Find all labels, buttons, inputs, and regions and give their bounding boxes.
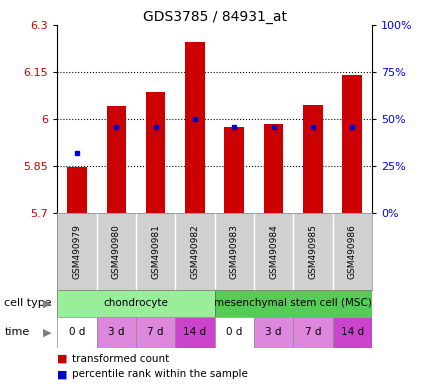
Bar: [67, 167, 87, 213]
Text: GSM490984: GSM490984: [269, 224, 278, 279]
Bar: [136, 317, 175, 348]
Bar: [107, 106, 126, 213]
Text: ▶: ▶: [42, 298, 51, 308]
Text: 14 d: 14 d: [184, 327, 207, 337]
Bar: [293, 317, 332, 348]
Bar: [332, 317, 372, 348]
Text: GSM490981: GSM490981: [151, 224, 160, 279]
Text: ■: ■: [57, 354, 68, 364]
Bar: [57, 290, 215, 317]
Text: 7 d: 7 d: [305, 327, 321, 337]
Text: GSM490986: GSM490986: [348, 224, 357, 279]
Text: cell type: cell type: [4, 298, 52, 308]
Text: 0 d: 0 d: [226, 327, 243, 337]
Text: 14 d: 14 d: [341, 327, 364, 337]
Text: mesenchymal stem cell (MSC): mesenchymal stem cell (MSC): [214, 298, 372, 308]
Text: 3 d: 3 d: [265, 327, 282, 337]
Bar: [343, 75, 362, 213]
Bar: [215, 317, 254, 348]
Text: 7 d: 7 d: [147, 327, 164, 337]
Text: percentile rank within the sample: percentile rank within the sample: [72, 369, 248, 379]
Text: GSM490982: GSM490982: [190, 224, 199, 279]
Text: transformed count: transformed count: [72, 354, 170, 364]
Text: GSM490979: GSM490979: [73, 224, 82, 279]
Bar: [264, 124, 283, 213]
Text: GSM490980: GSM490980: [112, 224, 121, 279]
Text: GSM490985: GSM490985: [309, 224, 317, 279]
Text: chondrocyte: chondrocyte: [104, 298, 168, 308]
Bar: [185, 42, 205, 213]
Bar: [146, 93, 165, 213]
Text: GSM490983: GSM490983: [230, 224, 239, 279]
Bar: [215, 290, 372, 317]
Text: 3 d: 3 d: [108, 327, 125, 337]
Title: GDS3785 / 84931_at: GDS3785 / 84931_at: [143, 10, 286, 24]
Bar: [96, 317, 136, 348]
Bar: [175, 317, 215, 348]
Bar: [303, 105, 323, 213]
Bar: [224, 127, 244, 213]
Text: ■: ■: [57, 369, 68, 379]
Text: ▶: ▶: [42, 327, 51, 337]
Bar: [57, 317, 96, 348]
Text: time: time: [4, 327, 29, 337]
Text: 0 d: 0 d: [69, 327, 85, 337]
Bar: [254, 317, 293, 348]
